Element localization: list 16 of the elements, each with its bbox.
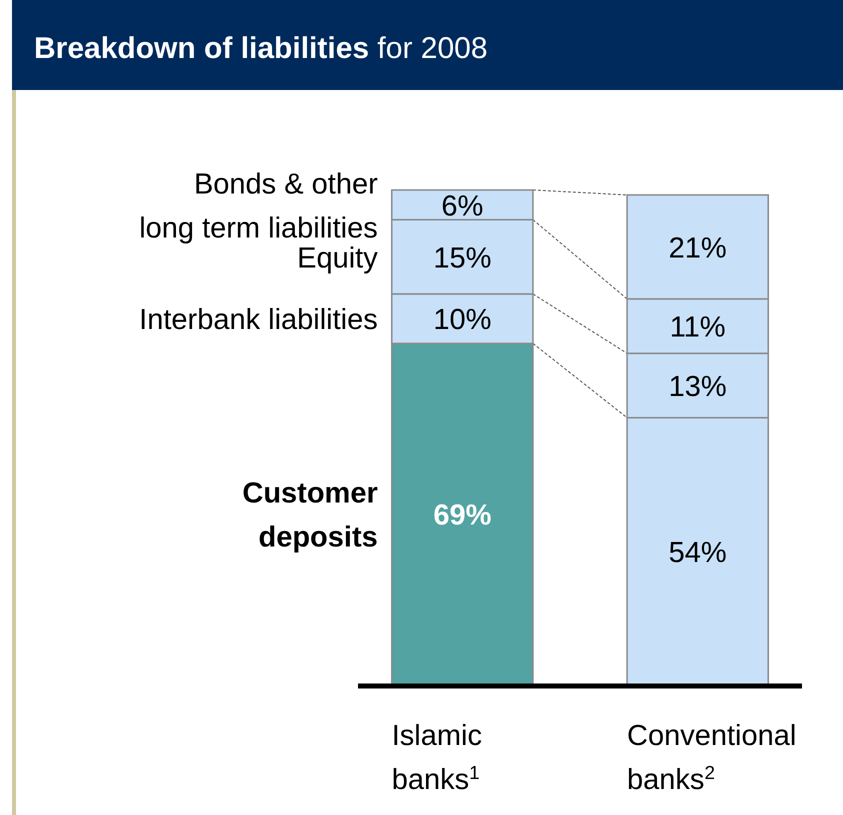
series-label: Equity xyxy=(297,242,378,274)
data-label: 13% xyxy=(668,370,727,403)
data-label: 54% xyxy=(668,536,727,569)
x-tick-label: Islamic banks$^{1}$ xyxy=(392,720,482,796)
chart-title: Breakdown of liabilities xyxy=(34,32,370,65)
x-tick-label: Conventional banks$^{2}$ xyxy=(627,720,796,796)
series-label: Customer deposits xyxy=(242,478,378,554)
data-label: 69% xyxy=(433,500,492,532)
series-label: Bonds & other long term liabilities xyxy=(139,168,378,244)
data-label: 21% xyxy=(668,232,727,264)
data-label: 11% xyxy=(670,312,726,344)
series-label: Interbank liabilities xyxy=(139,304,378,336)
data-label: 10% xyxy=(433,304,492,336)
data-label: 6% xyxy=(441,190,484,222)
data-label: 15% xyxy=(433,242,492,274)
chart-subtitle: for 2008 xyxy=(369,32,488,65)
